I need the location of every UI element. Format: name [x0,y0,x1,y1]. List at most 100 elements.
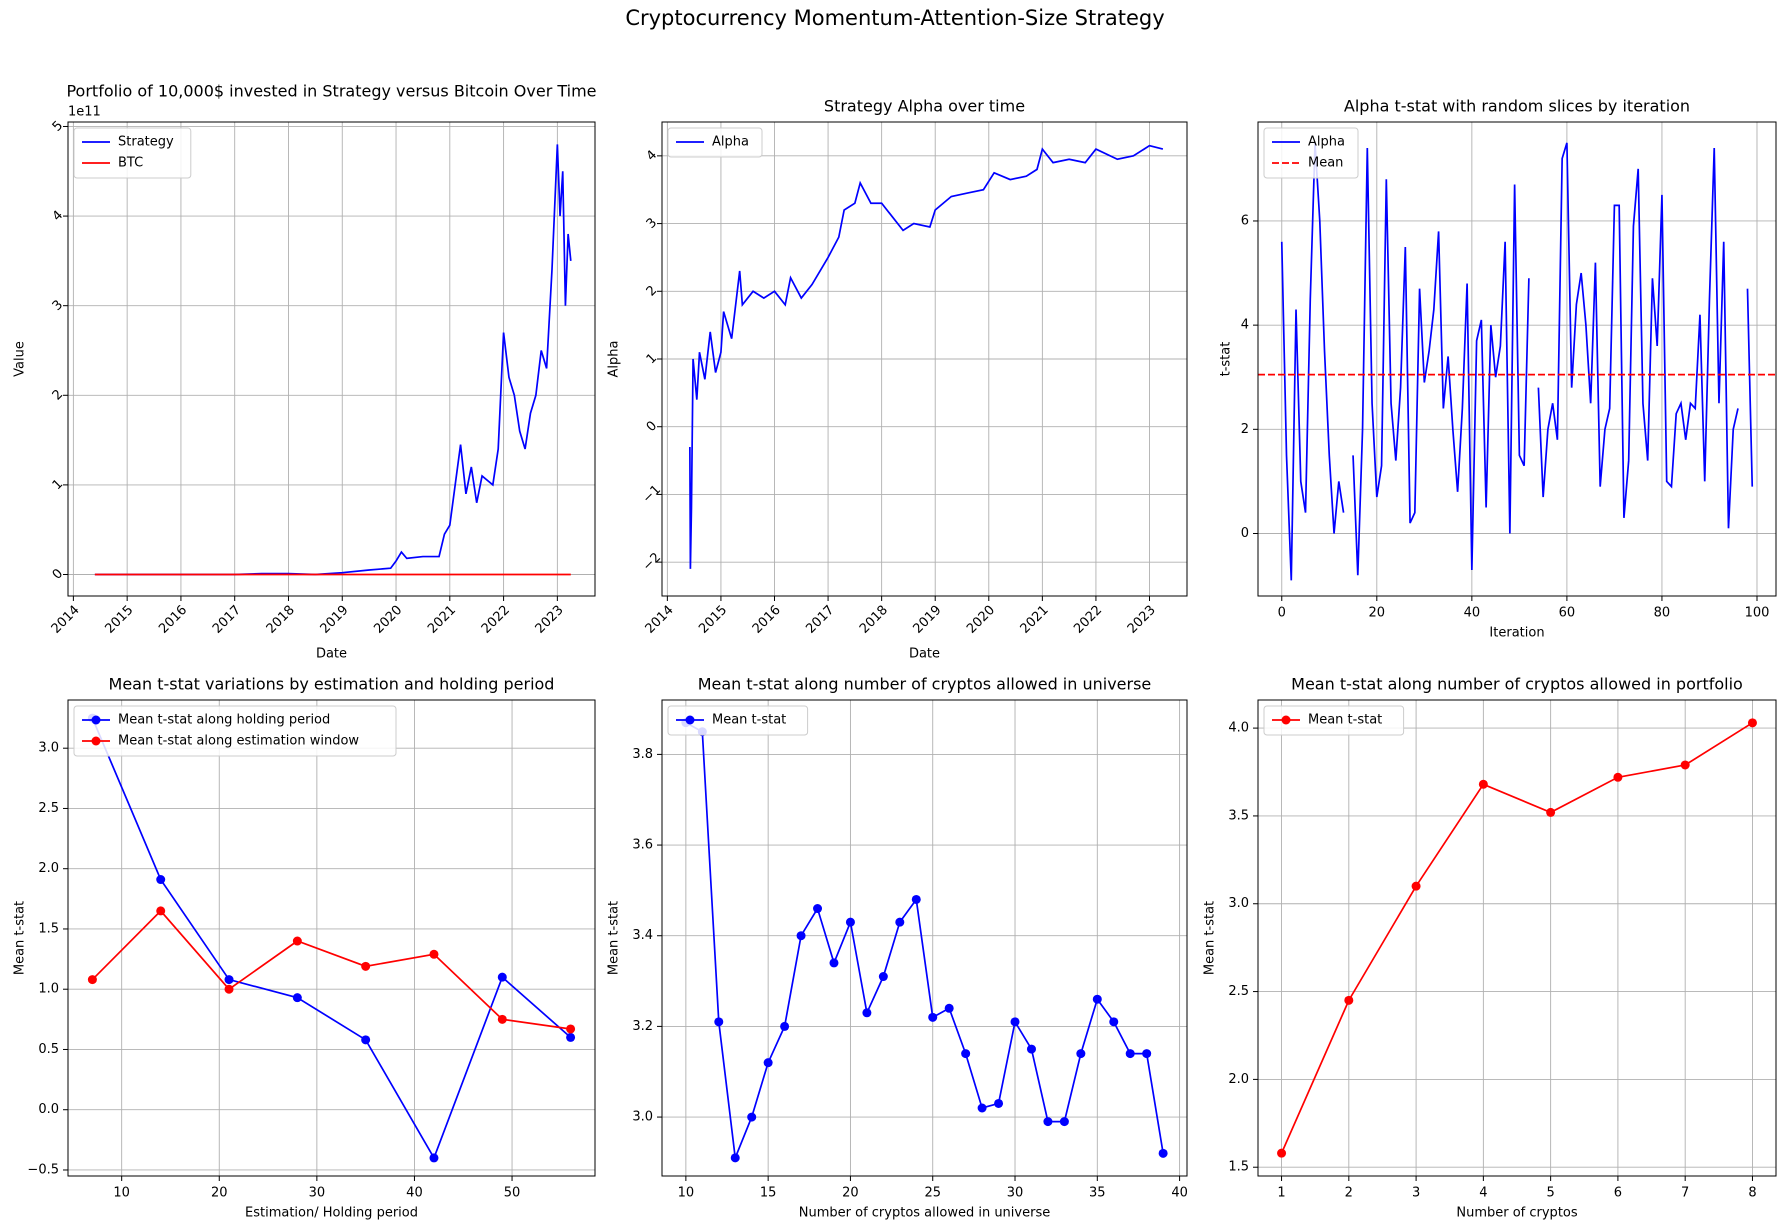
data-point [714,1017,724,1027]
axes-title: Portfolio of 10,000$ invested in Strateg… [66,82,596,101]
legend-box [1263,705,1405,736]
y-tick-label: 3.0 [38,741,59,756]
x-tick-label: 2021 [1018,603,1052,637]
series-line [1280,722,1753,1154]
x-tick-label: 2022 [1071,603,1105,637]
x-tick-label: 10 [113,1186,130,1201]
data-point [1026,1044,1036,1054]
data-point [994,1098,1004,1108]
x-tick-label: 2023 [533,603,567,637]
axes-title: Strategy Alpha over time [824,97,1025,116]
data-point [1680,760,1690,770]
y-tick-label: 0 [1241,526,1249,541]
y-tick-label: 4 [50,208,66,224]
x-tick-label: 7 [1681,1186,1689,1201]
axes-title: Alpha t-stat with random slices by itera… [1344,97,1690,116]
legend-box [73,127,192,179]
x-tick-label: 2019 [318,603,352,637]
subplot: 10 15 20 25 30 35 40 3.0 3.2 3.4 3.6 3.8 Mean t-stat… [607,675,1188,1221]
data-point [1747,718,1757,728]
y-tick-label: 2 [50,387,66,403]
x-tick-label: 2021 [425,603,459,637]
data-point [796,931,806,941]
legend-label: Alpha [1308,135,1345,150]
data-point [429,949,439,959]
y-axis-label: Mean t-stat [13,901,28,975]
x-axis-label: Date [316,647,347,662]
data-point [1158,1148,1168,1158]
x-tick-label: 2020 [964,603,998,637]
legend-marker [685,715,695,725]
x-tick-label: 20 [211,1186,228,1201]
y-tick-label: 3.0 [1228,896,1249,911]
series-line [689,144,1164,569]
y-axis-label: t-stat [1219,342,1234,377]
y-tick-label: 3.6 [632,838,653,853]
data-point [1092,994,1102,1004]
axes-title: Mean t-stat along number of cryptos allo… [698,675,1152,694]
legend-marker [91,715,101,725]
legend-label: Alpha [712,135,749,150]
legend-box [667,705,809,736]
x-tick-label: 30 [1007,1186,1024,1201]
x-tick-label: 80 [1654,606,1671,621]
data-point [1076,1049,1086,1059]
subplot: 2014 2015 2016 2017 2018 2019 2020 2021 2022 2023… [13,82,597,662]
data-point [1344,995,1354,1005]
x-axis-label: Number of cryptos allowed in universe [799,1206,1050,1221]
data-point [1613,772,1623,782]
x-tick-label: 1 [1277,1186,1285,1201]
x-tick-label: 2023 [1125,603,1159,637]
data-point [829,958,839,968]
data-point [878,972,888,982]
x-tick-label: 2 [1345,1186,1353,1201]
x-tick-label: 2020 [371,603,405,637]
x-tick-label: 10 [678,1186,695,1201]
y-offset-label: 1e11 [68,105,101,120]
x-tick-label: 2019 [911,603,945,637]
y-tick-label: 2.5 [1228,984,1249,999]
x-tick-label: 30 [309,1186,326,1201]
x-tick-label: 40 [406,1186,423,1201]
legend-label: BTC [118,156,143,171]
data-point [928,1012,938,1022]
y-tick-label: 1.5 [38,921,59,936]
subplot: 0 20 40 60 80 100 0 2 4 6 Alpha Mean Alpha t-stat wi… [1219,97,1777,641]
y-axis-label: Mean t-stat [1203,901,1218,975]
subplot: 2014 2015 2016 2017 2018 2019 2020 2021 2022 2023… [607,97,1188,662]
y-tick-label: 6 [1241,213,1249,228]
data-point [497,972,507,982]
data-point [747,1112,757,1122]
data-point [1277,1148,1287,1158]
x-tick-label: 4 [1479,1186,1487,1201]
x-tick-label: 2018 [857,603,891,637]
x-tick-label: 20 [1369,606,1386,621]
data-point [813,904,823,914]
x-tick-label: 2016 [750,603,784,637]
x-tick-label: 2017 [803,603,837,637]
data-point [961,1049,971,1059]
x-tick-label: 35 [1089,1186,1106,1201]
y-tick-label: 3.2 [632,1019,653,1034]
data-point [944,1003,954,1013]
y-tick-label: 4 [1241,318,1249,333]
y-tick-label: 2.0 [38,861,59,876]
x-axis-label: Date [909,647,940,662]
axes-frame [661,699,1188,1177]
axes-frame [67,121,596,597]
y-tick-label: 3.5 [1228,808,1249,823]
x-tick-label: 60 [1559,606,1576,621]
x-tick-label: 8 [1748,1186,1756,1201]
y-tick-label: 1 [644,351,660,367]
data-point [361,1035,371,1045]
x-axis-label: Number of cryptos [1456,1206,1578,1221]
figure-title: Cryptocurrency Momentum-Attention-Size S… [625,6,1164,30]
y-tick-label: −0.5 [27,1162,59,1177]
data-point [87,975,97,985]
y-tick-label: 3.4 [632,928,653,943]
series-line [685,721,1164,1159]
y-axis-label: Mean t-stat [607,901,622,975]
axes-frame [67,699,596,1177]
